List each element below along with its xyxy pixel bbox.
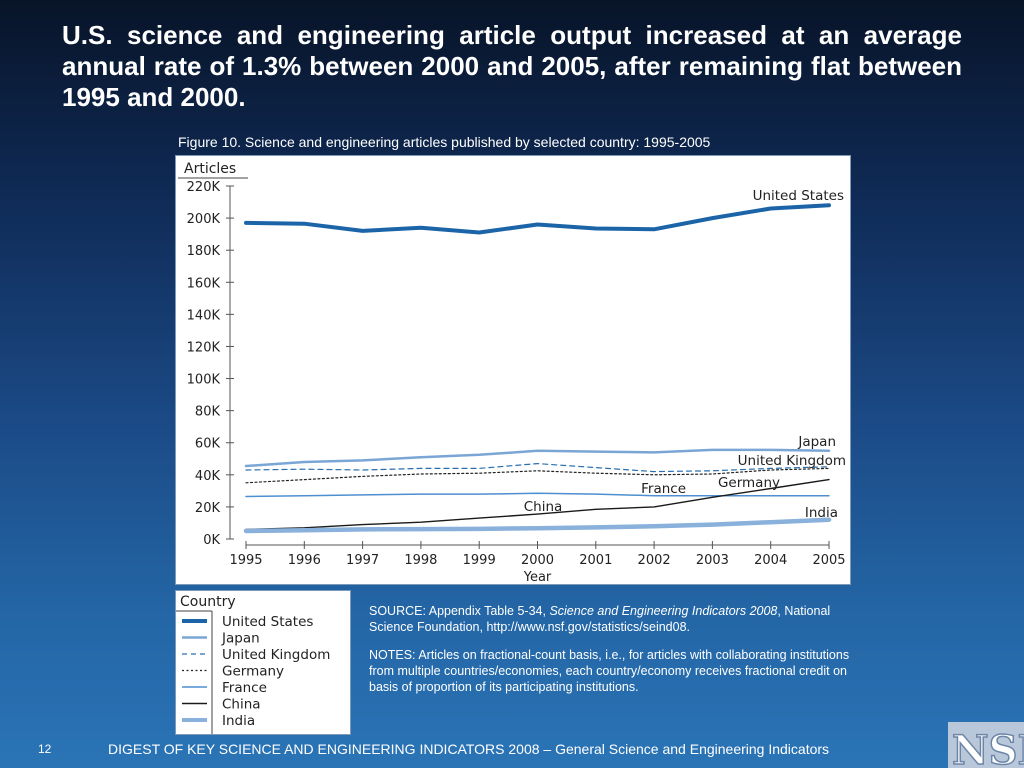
series-line-japan bbox=[244, 448, 831, 468]
series-annotation: Japan bbox=[797, 434, 836, 450]
y-tick-label: 40K bbox=[195, 469, 221, 484]
legend-item-label: United States bbox=[222, 614, 313, 630]
legend-item-label: United Kingdom bbox=[222, 647, 330, 663]
legend-item-label: India bbox=[222, 713, 255, 729]
series-annotation: China bbox=[524, 499, 563, 515]
nsb-logo-text: NSB bbox=[952, 727, 1024, 768]
series-line-united-kingdom bbox=[245, 463, 830, 473]
chart-panel: Articles 0K 20K 40K 60K 80K 100K 120K 140K 160K 18… bbox=[175, 155, 851, 585]
y-tick-label: 220K bbox=[187, 180, 221, 195]
series-annotation: France bbox=[641, 481, 686, 497]
legend-item-label: Germany bbox=[222, 664, 284, 680]
y-tick-label: 80K bbox=[195, 405, 221, 420]
y-tick-label: 140K bbox=[187, 308, 221, 323]
source-prefix: SOURCE: Appendix Table 5-34, bbox=[369, 604, 550, 618]
series-annotation: United Kingdom bbox=[738, 453, 846, 469]
footer-text: DIGEST OF KEY SCIENCE AND ENGINEERING IN… bbox=[108, 741, 830, 757]
legend-item-label: China bbox=[222, 697, 261, 713]
source-italic: Science and Engineering Indicators 2008 bbox=[549, 604, 778, 618]
x-tick-label: 2003 bbox=[696, 553, 729, 568]
slide-title: U.S. science and engineering article out… bbox=[62, 20, 962, 112]
y-tick-label: 20K bbox=[195, 501, 221, 516]
series-line-united-states bbox=[244, 203, 831, 235]
figure-caption: Figure 10. Science and engineering artic… bbox=[178, 134, 711, 150]
source-notes: SOURCE: Appendix Table 5-34, Science and… bbox=[369, 603, 864, 707]
notes-text: NOTES: Articles on fractional-count basi… bbox=[369, 648, 850, 694]
x-tick-label: 2004 bbox=[754, 553, 787, 568]
series-annotation: United States bbox=[753, 188, 844, 204]
y-tick-label: 60K bbox=[195, 437, 221, 452]
series-annotation: Germany bbox=[718, 475, 780, 491]
x-tick-label: 1999 bbox=[463, 553, 496, 568]
x-axis-label: Year bbox=[523, 570, 552, 584]
x-tick-label: 1998 bbox=[404, 553, 437, 568]
line-chart: Articles 0K 20K 40K 60K 80K 100K 120K 140K 160K 18… bbox=[178, 161, 846, 584]
legend-item-label: France bbox=[222, 680, 267, 696]
series-line-china bbox=[245, 478, 830, 531]
nsb-logo: NSB bbox=[948, 722, 1024, 768]
series-line-india bbox=[243, 517, 832, 534]
x-tick-label: 1995 bbox=[229, 553, 262, 568]
y-tick-label: 180K bbox=[187, 244, 221, 259]
y-tick-label: 160K bbox=[187, 276, 221, 291]
series-annotation: India bbox=[805, 505, 838, 521]
x-tick-label: 2005 bbox=[812, 553, 845, 568]
x-tick-label: 1997 bbox=[346, 553, 379, 568]
slide-number: 12 bbox=[38, 742, 52, 756]
legend-panel: Country United States Japan United Kingdom G… bbox=[175, 590, 351, 735]
x-tick-label: 1996 bbox=[288, 553, 321, 568]
x-tick-label: 2002 bbox=[638, 553, 671, 568]
y-tick-label: 100K bbox=[187, 373, 221, 388]
y-tick-label: 120K bbox=[187, 340, 221, 355]
x-tick-label: 2000 bbox=[521, 553, 554, 568]
source-text: SOURCE: Appendix Table 5-34, Science and… bbox=[369, 603, 864, 635]
series-line-germany bbox=[245, 467, 830, 484]
y-tick-label: 200K bbox=[187, 212, 221, 227]
legend-title: Country bbox=[180, 594, 236, 610]
x-tick-label: 2001 bbox=[579, 553, 612, 568]
legend-item-label: Japan bbox=[221, 631, 260, 647]
y-tick-label: 0K bbox=[203, 533, 220, 548]
y-axis-label: Articles bbox=[184, 161, 236, 177]
series-line-france bbox=[245, 492, 830, 498]
source-suffix: , National Science Foundation, http://ww… bbox=[369, 604, 831, 634]
